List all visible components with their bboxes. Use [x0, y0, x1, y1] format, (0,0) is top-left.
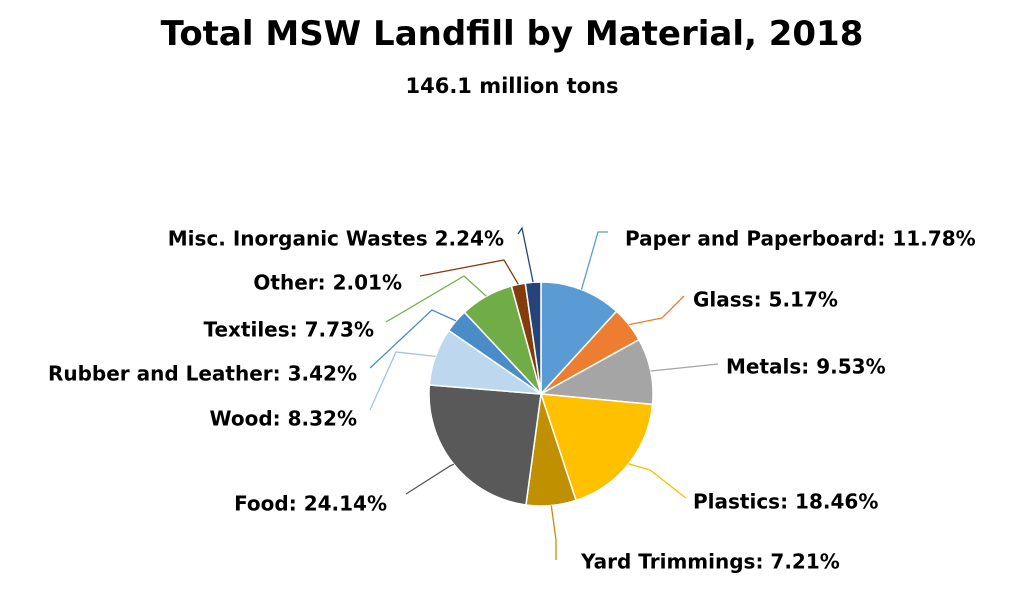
slice-label: Wood: 8.32%	[210, 407, 358, 431]
leader-line	[650, 363, 719, 372]
leader-line	[369, 309, 457, 369]
slice-label: Metals: 9.53%	[726, 355, 886, 379]
leader-line	[419, 259, 519, 285]
leader-line	[628, 463, 687, 499]
slice-label: Glass: 5.17%	[693, 288, 838, 312]
leader-line	[405, 463, 455, 495]
leader-line	[550, 505, 557, 560]
slice-label: Other: 2.01%	[253, 271, 402, 295]
slice-label: Plastics: 18.46%	[693, 490, 878, 514]
slice-label: Misc. Inorganic Wastes 2.24%	[168, 227, 504, 251]
slice-label: Yard Trimmings: 7.21%	[580, 550, 840, 574]
pie-slice-food	[428, 384, 542, 506]
leader-line	[385, 275, 487, 323]
slice-label: Food: 24.14%	[234, 492, 387, 516]
leader-line	[369, 351, 436, 411]
slice-label: Textiles: 7.73%	[203, 318, 374, 342]
pie-slice-plastics	[539, 393, 654, 502]
chart-title: Total MSW Landfill by Material, 2018	[160, 14, 864, 54]
chart-subtitle: 146.1 million tons	[405, 74, 619, 98]
slice-label: Paper and Paperboard: 11.78%	[625, 227, 976, 251]
leader-line	[580, 231, 608, 290]
leader-line	[517, 226, 534, 283]
leader-line	[628, 295, 685, 326]
slice-label: Rubber and Leather: 3.42%	[48, 362, 357, 386]
